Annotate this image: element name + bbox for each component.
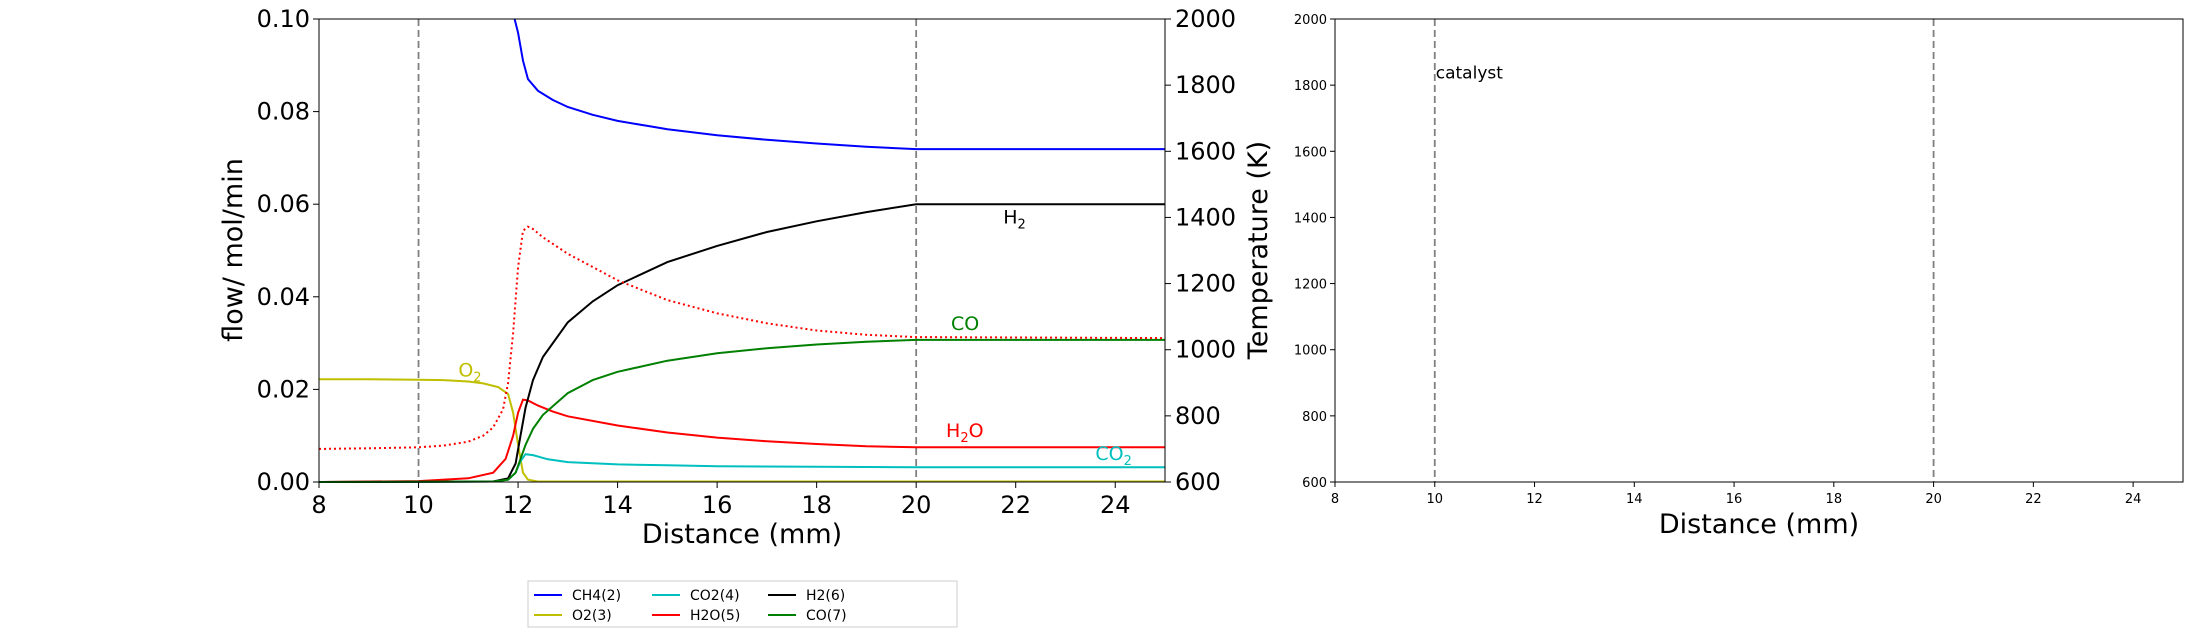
legend-entry: CH4(2)	[534, 588, 621, 604]
species-annotation: CO2	[1095, 443, 1132, 469]
species-annotations: O2 CO H2 H2O CO2	[458, 207, 1132, 469]
x-tick-label: 22	[2025, 492, 2042, 507]
temperature-line	[318, 225, 1166, 450]
legend-label: O2(3)	[572, 608, 612, 624]
y-tick-label: 1600	[1294, 145, 1327, 160]
y2-tick-label: 1800	[1175, 71, 1236, 99]
species-annotation: H2O	[946, 420, 984, 446]
y-tick-label: 1800	[1294, 79, 1327, 94]
x-tick-label: 16	[702, 491, 733, 519]
y2-tick-label: 1000	[1175, 336, 1236, 364]
y-tick-label: 600	[1302, 476, 1327, 491]
y-tick-label: 0.02	[257, 375, 310, 403]
x-tick-label: 18	[801, 491, 832, 519]
x-tick-label: 8	[311, 491, 326, 519]
x-tick-label: 10	[1426, 492, 1443, 507]
y2-tick-label: 800	[1175, 402, 1221, 430]
right-chart: 8 10 12 14 16 18 20 22 24 600 800 1000 1200 1400 1600…	[1294, 13, 2184, 540]
series-line	[319, 378, 1165, 483]
legend-label: CO(7)	[806, 608, 847, 624]
species-annotation: CO	[951, 313, 979, 335]
catalyst-boundary-lines	[1433, 19, 1935, 482]
legend-label: CO2(4)	[690, 588, 740, 604]
y2-tick-label: 1400	[1175, 203, 1236, 231]
x-tick-label: 20	[1925, 492, 1942, 507]
y2-axis-ticks: 600 800 1000 1200 1400 1600 1800 2000	[1165, 5, 1236, 496]
x-tick-label: 24	[1100, 491, 1131, 519]
legend-entry: H2(6)	[768, 588, 845, 604]
y2-tick-label: 1200	[1175, 270, 1236, 298]
y-tick-label: 0.10	[257, 5, 310, 33]
y-tick-label: 1000	[1294, 344, 1327, 359]
left-y-axis-label: flow/ mol/min	[218, 158, 249, 342]
x-tick-label: 24	[2125, 492, 2142, 507]
x-tick-label: 14	[1626, 492, 1643, 507]
y-axis-ticks: 0.00 0.02 0.04 0.06 0.08 0.10	[257, 5, 319, 496]
y-tick-label: 0.08	[257, 98, 310, 126]
legend-label: H2(6)	[806, 588, 845, 604]
y-tick-label: 0.06	[257, 190, 310, 218]
legend-entry: CO2(4)	[652, 588, 740, 604]
legend-box	[527, 580, 958, 628]
x-tick-label: 22	[1000, 491, 1031, 519]
y-tick-label: 0.00	[257, 468, 310, 496]
legend-label: CH4(2)	[572, 588, 621, 604]
catalyst-label: catalyst	[1436, 64, 1503, 84]
series-line	[318, 338, 1165, 483]
x-tick-label: 20	[901, 491, 932, 519]
x-tick-label: 18	[1826, 492, 1843, 507]
series-lines	[318, 18, 1166, 483]
y2-tick-label: 2000	[1175, 5, 1236, 33]
y-tick-label: 1200	[1294, 278, 1327, 293]
right-x-axis-label: Distance (mm)	[1659, 509, 1859, 540]
left-y2-axis-label: Temperature (K)	[1243, 141, 1274, 360]
series-line	[318, 453, 1165, 483]
legend-entry: H2O(5)	[652, 608, 740, 624]
species-annotation: H2	[1003, 207, 1026, 233]
legend-entry: CO(7)	[768, 608, 847, 624]
x-tick-label: 14	[602, 491, 633, 519]
y2-tick-label: 600	[1175, 468, 1221, 496]
legend-label: H2O(5)	[690, 608, 740, 624]
series-line	[318, 203, 1165, 483]
x-tick-label: 12	[1526, 492, 1543, 507]
y-tick-label: 0.04	[257, 283, 310, 311]
x-axis-ticks: 8 10 12 14 16 18 20 22 24	[311, 482, 1131, 519]
legend: CH4(2) O2(3) CO2(4) H2O(5) H2(6) CO(7)	[527, 580, 958, 628]
y-tick-label: 1400	[1294, 211, 1327, 226]
y2-tick-label: 1600	[1175, 137, 1236, 165]
series-line	[318, 398, 1165, 483]
x-tick-label: 16	[1726, 492, 1743, 507]
y-tick-label: 800	[1302, 410, 1327, 425]
series-line	[513, 18, 1165, 151]
x-tick-label: 8	[1331, 492, 1339, 507]
y-axis-ticks: 600 800 1000 1200 1400 1600 1800 2000	[1294, 13, 1335, 491]
x-tick-label: 10	[403, 491, 434, 519]
x-tick-label: 12	[503, 491, 534, 519]
right-plot-frame	[1334, 18, 2184, 483]
x-axis-ticks: 8 10 12 14 16 18 20 22 24	[1331, 482, 2142, 507]
catalyst-boundary-lines	[417, 19, 918, 482]
left-x-axis-label: Distance (mm)	[642, 519, 842, 550]
left-plot-frame	[318, 18, 1166, 483]
species-annotation: O2	[458, 359, 481, 385]
y-tick-label: 2000	[1294, 13, 1327, 28]
left-chart: 8 10 12 14 16 18 20 22 24 0.000.020.040.060.080.…	[218, 5, 1274, 550]
legend-entry: O2(3)	[534, 608, 612, 624]
